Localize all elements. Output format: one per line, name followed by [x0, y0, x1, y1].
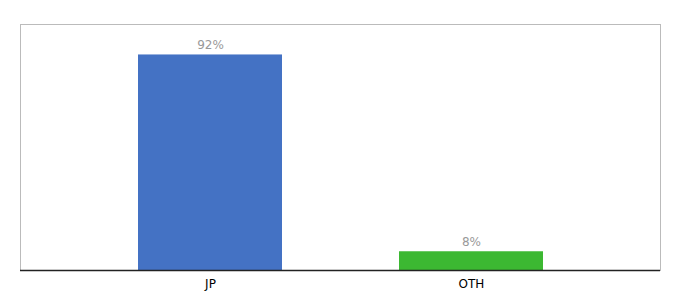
svg-text:OTH: OTH: [459, 277, 485, 291]
svg-text:92%: 92%: [197, 38, 224, 52]
svg-text:8%: 8%: [462, 235, 481, 249]
svg-text:JP: JP: [204, 277, 216, 291]
